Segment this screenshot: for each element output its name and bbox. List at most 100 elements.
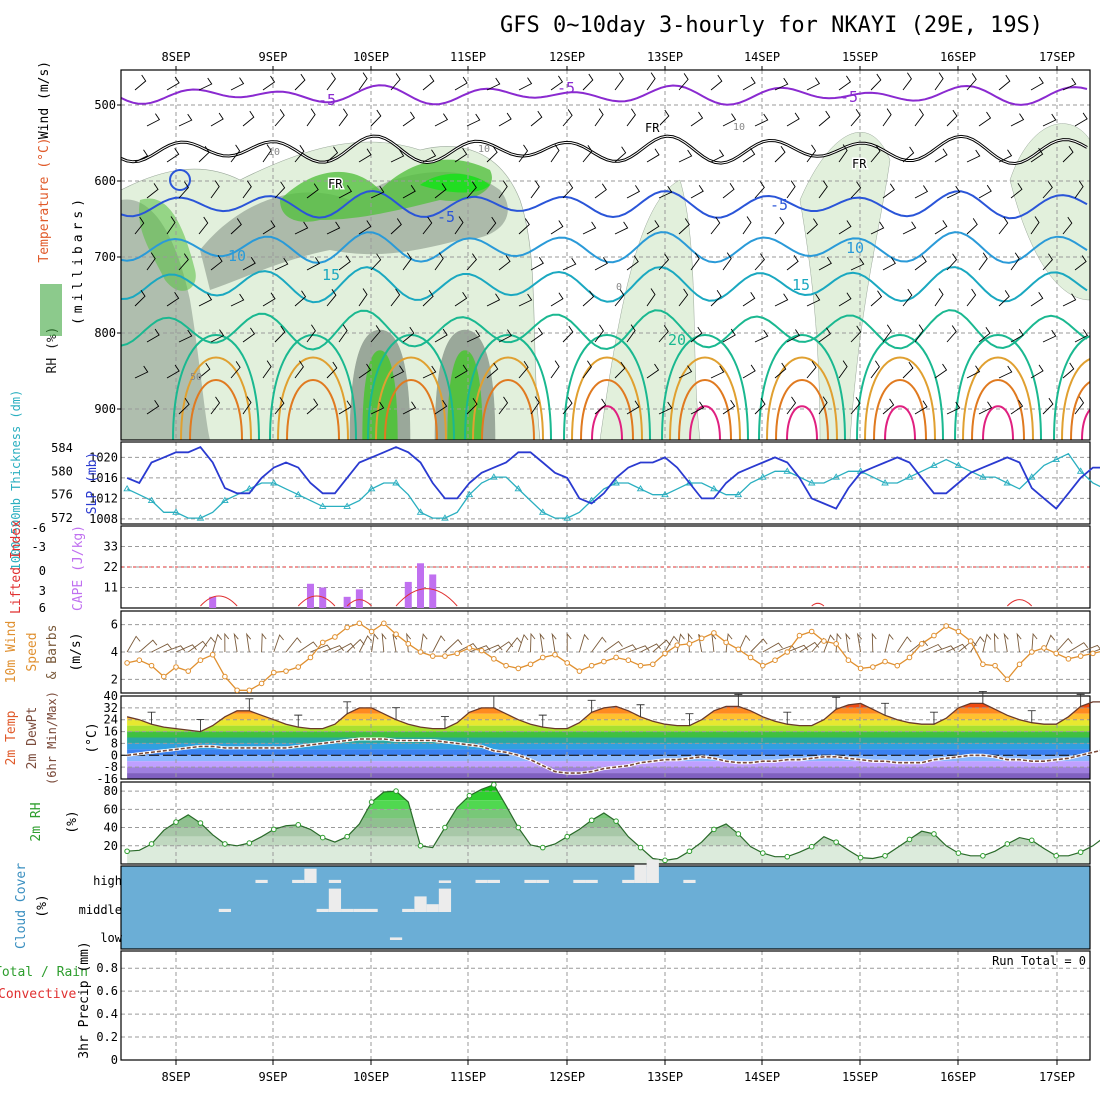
bottom-day-label: 13SEP [647,1070,683,1084]
upper-wind-barb [658,109,670,127]
upper-wind-barb [934,288,944,307]
upper-wind-barb [1042,253,1053,271]
upper-wind-barb [818,110,831,127]
wind10-barb [322,645,344,653]
upper-wind-barb [326,288,337,307]
temp2m-band [127,743,1090,750]
upper-wind-barb [178,253,189,271]
wind10-speed-point [405,641,412,647]
wind10-barb [539,632,545,653]
rh2m-tick-label: 80 [104,784,118,798]
rh2m-point [662,857,668,864]
wind10-barb [392,634,398,653]
temp2m-minmax-bar [1076,693,1085,707]
wind10-speed-point [1090,650,1096,657]
temp2m-minmax-bar [685,713,694,726]
rh-fill-light [599,179,701,440]
upper-wind-barb [422,290,434,307]
upper-wind-barb [614,146,627,163]
lifted-index-line [346,599,372,607]
upper-wind-barb [434,252,444,271]
upper-wind-barb [774,145,786,163]
temp-contour-30 [384,379,438,440]
upper-wind-barb [614,288,625,307]
upper-wind-barb [646,220,660,235]
wind10-speed-point [185,668,192,674]
wind10-barb [517,633,529,653]
upper-wind-barb [134,365,149,379]
upper-wind-barb [466,253,477,271]
wind10-speed-point [319,639,326,646]
temp2m-axis-label-3: (6hr Min/Max) [45,691,59,785]
upper-wind-barb [626,324,636,343]
wind10-barb [982,633,992,653]
cloud-bar [634,864,647,883]
upper-wind-barb [274,257,289,271]
upper-wind-barb [998,74,1011,91]
pressure-axis-label: (millibars) [71,195,86,325]
upper-wind-barb [1074,112,1088,127]
upper-wind-barb [230,361,241,379]
wind10-speed-point [760,662,766,669]
wind10-barb [750,638,768,653]
thickness-point [832,473,840,480]
freezing-level-label: FR [328,177,343,191]
upper-wind-barb [754,397,766,415]
upper-wind-barb [882,257,896,271]
cloud-bar [585,879,598,883]
thickness-point [954,461,963,468]
wind10-speed-point [686,641,693,647]
wind10-barb [1031,632,1038,653]
upper-wind-barb [166,148,180,163]
wind10-barb [591,636,607,653]
cloud-axis-label: Cloud Cover [14,863,29,949]
cloud-bar [426,904,439,912]
upper-wind-barb [658,325,669,343]
upper-wind-barb [230,77,245,91]
upper-wind-barb [274,396,285,415]
wind10-speed-point [625,657,632,664]
wind10-speed-point [271,669,277,676]
upper-wind-barb [882,398,895,415]
wind10-barb [456,643,478,653]
upper-wind-barb [146,399,160,415]
upper-wind-barb [594,324,604,343]
precip-tick-label: 0.2 [96,1030,118,1044]
upper-wind-barb [306,108,316,127]
panel-frame-prec [120,950,1091,1061]
temp-contour-30 [286,379,340,440]
wind10-speed-point [381,620,387,627]
precip-tick-label: 0.8 [96,961,118,975]
wind10-barb [200,636,216,653]
rh2m-point [124,848,130,855]
wind10-barb [603,640,623,653]
temp-contour-25 [962,356,1034,440]
wind10-speed-point [1053,650,1059,657]
temp-contour-35 [786,405,818,440]
upper-wind-barb [582,73,594,91]
cloud-bar [536,879,549,883]
wind10-speed-point [442,653,448,659]
upper-wind-barb [274,181,286,199]
upper-wind-barb [646,72,656,91]
li-tick-label: 0 [39,564,46,578]
wind10-barb [444,639,463,653]
bottom-day-label: 16SEP [940,1070,976,1084]
rh2m-point [760,850,766,856]
upper-wind-barb [742,216,752,235]
upper-wind-barb [530,110,543,127]
upper-wind-barb [562,325,574,343]
upper-wind-barb [1030,147,1044,163]
wind10-barb [371,633,379,653]
top-day-label: 8SEP [162,50,191,64]
thickness-axis-label: 1000~500mb Thickness (dm) [9,390,23,571]
temp-contour-20 [954,334,1042,440]
upper-wind-barb [806,293,821,307]
upper-wind-barb [370,253,382,271]
wind10-barb [856,632,862,653]
temp-contour-25 [375,356,447,440]
upper-wind-barb [550,144,560,163]
temp2m-axis-label-2: 2m DewPt [25,707,40,770]
upper-wind-barb [946,109,958,127]
temp2m-band [127,761,1090,768]
